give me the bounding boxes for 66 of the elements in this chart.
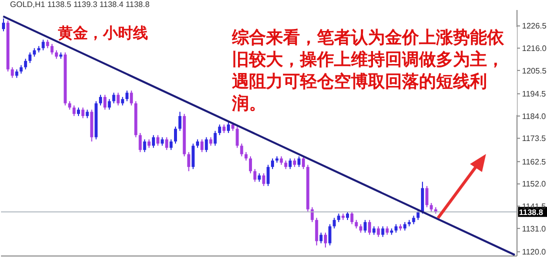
candlestick — [200, 138, 204, 153]
candlestick — [112, 92, 116, 104]
candlestick — [425, 186, 428, 208]
y-tick-label: 1184.0 — [522, 112, 546, 121]
y-tick-label: 1131.0 — [522, 224, 546, 234]
candlestick — [130, 90, 133, 106]
candlestick — [116, 92, 120, 106]
candlestick — [328, 224, 332, 246]
candlestick — [214, 130, 217, 146]
candlestick — [42, 39, 45, 51]
candlestick — [320, 232, 323, 244]
candlestick — [165, 136, 168, 150]
candlestick — [240, 143, 244, 157]
y-tick-label: 1173.5 — [522, 134, 546, 144]
candlestick — [248, 156, 252, 174]
y-tick-label: 1205.5 — [522, 66, 547, 76]
candlestick — [302, 156, 305, 170]
candlestick — [236, 126, 239, 148]
candlestick — [271, 158, 274, 170]
candlestick — [24, 58, 28, 70]
candlestick — [310, 206, 314, 223]
candlestick — [152, 134, 155, 148]
text: 黄金，小时线 — [58, 24, 148, 43]
candlestick — [262, 172, 266, 187]
candlestick — [324, 232, 327, 248]
candlestick — [187, 152, 190, 172]
y-tick-label: 1120.0 — [522, 248, 546, 257]
candlestick — [81, 107, 84, 119]
candlestick — [192, 143, 195, 170]
candlestick — [178, 111, 182, 132]
candlestick — [50, 43, 54, 56]
candlestick — [143, 138, 146, 153]
candlestick — [2, 18, 5, 32]
y-tick-label: 1162.5 — [522, 157, 546, 166]
candlestick — [10, 66, 14, 78]
candlestick — [218, 124, 222, 136]
candlestick — [381, 226, 384, 238]
candlestick — [170, 138, 173, 150]
candlestick — [253, 168, 256, 182]
candlestick — [226, 122, 230, 134]
candlestick — [108, 98, 111, 110]
candlestick — [364, 219, 367, 234]
candlestick — [350, 210, 354, 225]
candlestick — [28, 52, 32, 64]
y-tick-label: 1216.0 — [522, 44, 547, 54]
candlestick — [103, 94, 106, 110]
y-tick-label: 1194.5 — [522, 90, 546, 99]
candlestick — [297, 156, 300, 168]
candlestick — [204, 136, 208, 153]
candlestick — [138, 132, 142, 153]
candlestick — [99, 94, 102, 106]
candlestick — [156, 134, 160, 146]
candlestick — [288, 158, 292, 170]
candlestick — [72, 104, 76, 117]
candlestick — [332, 217, 336, 229]
candlestick — [420, 181, 424, 214]
candlestick — [266, 164, 270, 187]
candlestick — [174, 126, 177, 144]
y-tick-label: 1226.5 — [522, 22, 547, 31]
y-tick-label: 1152.0 — [522, 180, 546, 189]
text: GOLD,H1 1138.5 1139.3 1138.4 1138.8 — [10, 0, 150, 9]
candlestick — [125, 90, 128, 102]
candlestick — [376, 226, 380, 238]
annotation: 综合来看，笔者认为金价上涨势能依旧较大，操作上维持回调做多为主，遇阻力可轻仓空博取回落的短线利润。 — [232, 27, 517, 115]
candlestick — [368, 219, 372, 236]
candlestick — [315, 217, 318, 246]
